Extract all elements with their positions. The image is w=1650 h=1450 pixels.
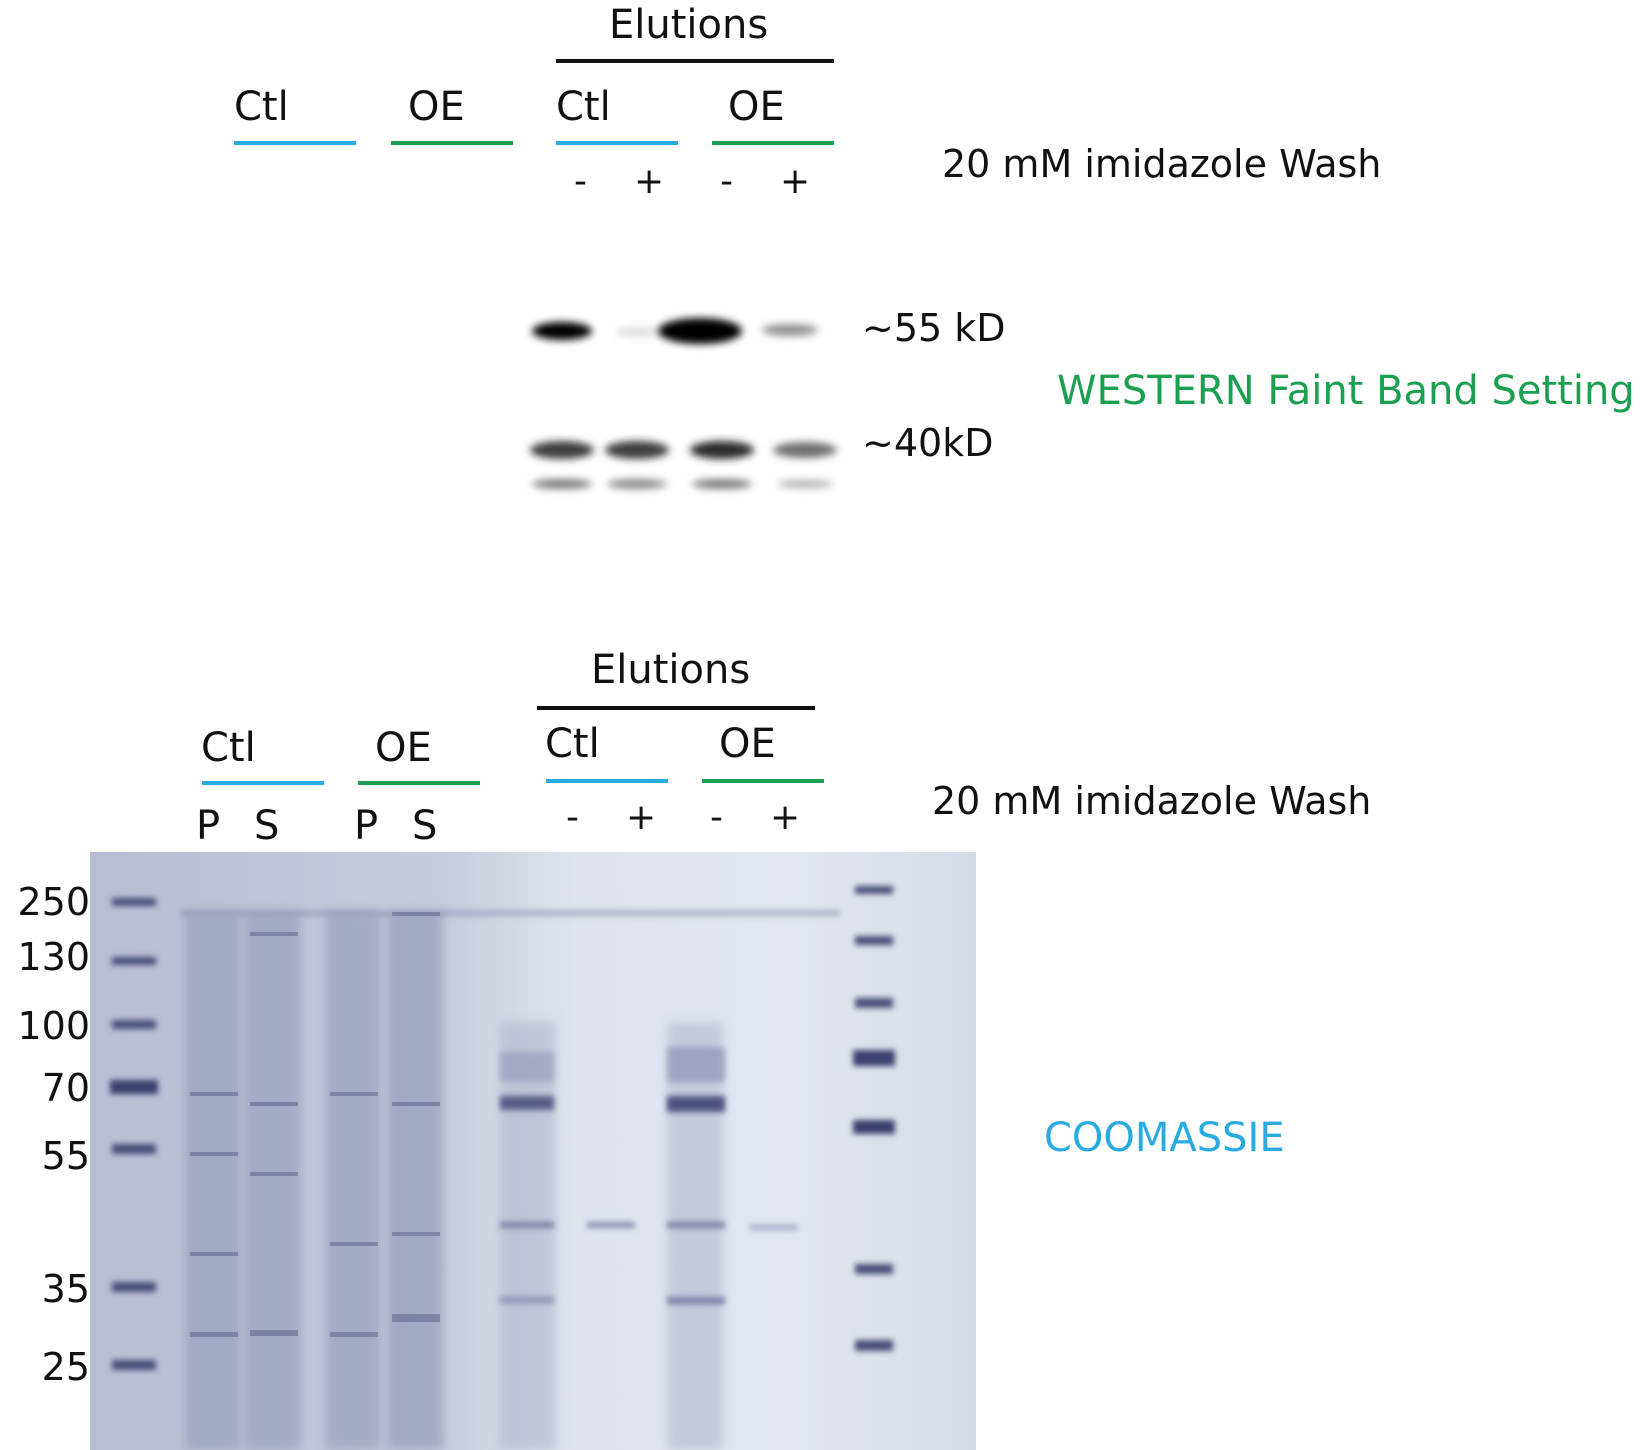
band-40-lane4 — [773, 442, 837, 458]
coomassie-wash-label: 20 mM imidazole Wash — [932, 782, 1371, 820]
coomassie-ps-3: P — [354, 806, 378, 846]
coomassie-sign-1: - — [566, 800, 579, 836]
coomassie-sign-2: + — [626, 800, 656, 836]
coomassie-ps-1: P — [196, 806, 220, 846]
marker-label-130: 130 — [0, 935, 90, 979]
coomassie-ctl-underline-2 — [546, 779, 668, 783]
western-sign-1: - — [574, 164, 587, 200]
western-ctl-underline-2 — [556, 141, 678, 145]
marker-label-55: 55 — [0, 1134, 90, 1178]
marker-label-70: 70 — [0, 1066, 90, 1110]
marker-label-100: 100 — [0, 1004, 90, 1048]
western-elutions-label: Elutions — [609, 5, 768, 45]
western-oe-label-2: OE — [728, 87, 785, 127]
western-ctl-underline-1 — [234, 141, 356, 145]
western-oe-underline-2 — [712, 141, 834, 145]
western-title: WESTERN Faint Band Setting — [1057, 371, 1635, 411]
coomassie-ps-4: S — [412, 806, 437, 846]
western-mw-40-label: ~40kD — [862, 424, 993, 462]
band-55-ctl-plus — [615, 328, 659, 336]
band-55-ctl-minus — [532, 322, 592, 340]
coomassie-gel-image — [90, 852, 976, 1450]
marker-label-25: 25 — [0, 1345, 90, 1389]
band-40-lane3 — [690, 441, 754, 459]
coomassie-sign-3: - — [710, 800, 723, 836]
western-mw-55-label: ~55 kD — [862, 309, 1006, 347]
band-55-oe-plus — [762, 324, 818, 336]
band-55-oe-minus — [658, 318, 742, 344]
coomassie-oe-underline-2 — [702, 779, 824, 783]
coomassie-oe-label-2: OE — [719, 724, 776, 764]
band-40-lane1 — [530, 441, 594, 459]
western-oe-label-1: OE — [408, 87, 465, 127]
coomassie-ctl-label-2: Ctl — [545, 724, 600, 764]
coomassie-sign-4: + — [770, 800, 800, 836]
marker-label-250: 250 — [0, 880, 90, 924]
coomassie-elutions-bracket — [537, 706, 815, 710]
band-40-lane2 — [605, 441, 669, 459]
western-wash-label: 20 mM imidazole Wash — [942, 145, 1381, 183]
western-sign-3: - — [720, 164, 733, 200]
coomassie-ctl-label-1: Ctl — [201, 728, 256, 768]
coomassie-ps-2: S — [254, 806, 279, 846]
marker-label-35: 35 — [0, 1267, 90, 1311]
western-sign-4: + — [780, 164, 810, 200]
western-ctl-label-1: Ctl — [234, 87, 289, 127]
coomassie-oe-label-1: OE — [375, 728, 432, 768]
western-sign-2: + — [634, 164, 664, 200]
coomassie-oe-underline-1 — [358, 781, 480, 785]
coomassie-title: COOMASSIE — [1044, 1118, 1285, 1158]
western-ctl-label-2: Ctl — [556, 87, 611, 127]
western-oe-underline-1 — [391, 141, 513, 145]
coomassie-elutions-label: Elutions — [591, 650, 750, 690]
western-elutions-bracket — [556, 59, 834, 63]
coomassie-ctl-underline-1 — [202, 781, 324, 785]
